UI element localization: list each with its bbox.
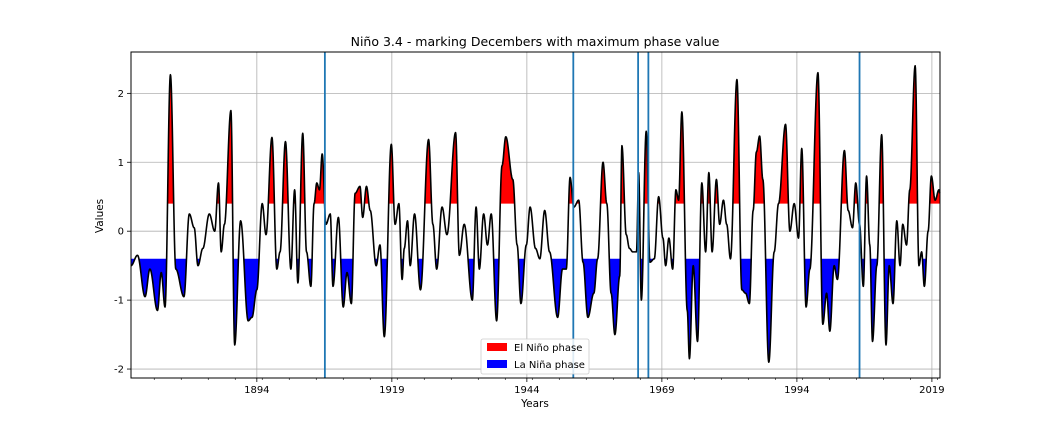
y-tick-label: 2	[118, 89, 124, 100]
el-nino-fill	[354, 186, 362, 204]
la-nina-fill	[175, 258, 187, 297]
series-line-layer	[130, 64, 941, 363]
x-tick-label: 1994	[784, 385, 809, 396]
el-nino-fill	[908, 65, 918, 204]
y-tick-label: 0	[118, 227, 124, 238]
legend-swatch-la-nina	[487, 360, 507, 368]
y-tick-label: -1	[114, 296, 124, 307]
y-axis-label: Values	[94, 199, 106, 233]
x-tick-label: 1919	[379, 385, 404, 396]
legend-swatch-el-nino	[487, 343, 507, 351]
legend-label-el-nino: El Niño phase	[514, 343, 582, 354]
la-nina-fill	[685, 258, 700, 359]
december-markers	[323, 52, 861, 378]
chart-title: Niño 3.4 - marking Decembers with maximu…	[351, 34, 720, 49]
el-nino-fill	[675, 111, 685, 204]
la-nina-fill	[609, 258, 621, 335]
el-nino-fill	[841, 150, 848, 204]
x-axis-label: Years	[520, 398, 549, 410]
x-tick-label: 1894	[244, 385, 269, 396]
nino34-series-line	[130, 64, 941, 363]
axis-ticks: -2 -1 0 1 2 1894 1919 1944 1969 1994 2019	[114, 89, 945, 396]
legend-box	[480, 338, 590, 375]
la-nina-fill	[821, 258, 840, 332]
legend-label-la-nina: La Niña phase	[514, 360, 585, 371]
la-nina-fill	[381, 258, 388, 337]
x-tick-label: 2019	[919, 385, 944, 396]
x-tick-label: 1944	[514, 385, 539, 396]
x-tick-label: 1969	[649, 385, 674, 396]
el-nino-fill	[450, 132, 458, 204]
la-nina-fill	[243, 258, 259, 321]
y-tick-label: -2	[114, 365, 124, 376]
la-nina-fill	[139, 258, 167, 311]
y-tick-label: 1	[118, 158, 124, 169]
la-nina-fill	[740, 258, 751, 304]
legend: El Niño phase La Niña phase	[480, 338, 590, 375]
plot-frame	[130, 51, 941, 379]
